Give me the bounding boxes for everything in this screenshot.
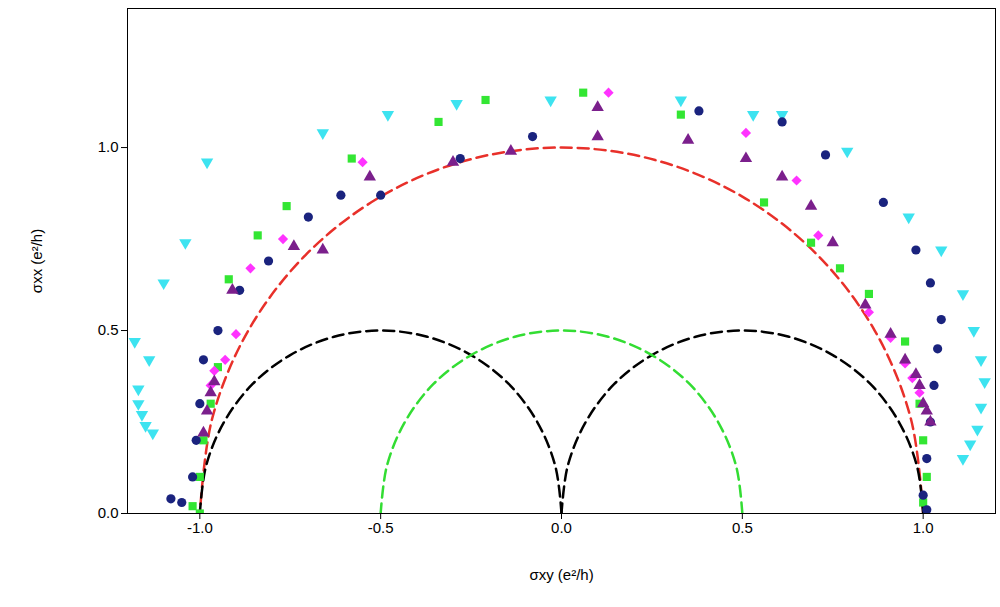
- svg-text:σxx (e²/h): σxx (e²/h): [28, 229, 45, 293]
- svg-text:-1.0: -1.0: [187, 519, 213, 536]
- svg-text:1.0: 1.0: [98, 138, 119, 155]
- svg-text:0.5: 0.5: [732, 519, 753, 536]
- svg-text:0.0: 0.0: [551, 519, 572, 536]
- svg-text:1.0: 1.0: [913, 519, 934, 536]
- svg-text:σxy (e²/h): σxy (e²/h): [529, 566, 593, 583]
- svg-text:-0.5: -0.5: [368, 519, 394, 536]
- svg-text:0.0: 0.0: [98, 504, 119, 521]
- svg-text:0.5: 0.5: [98, 321, 119, 338]
